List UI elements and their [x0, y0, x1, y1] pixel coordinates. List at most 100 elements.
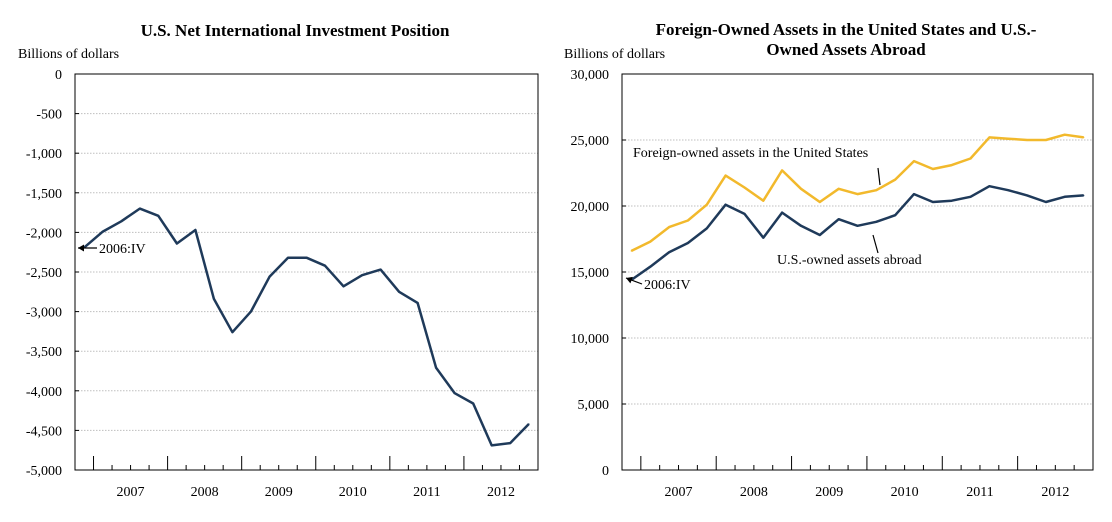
data-point [800, 188, 802, 190]
data-point [361, 274, 363, 276]
y-tick-label: -1,500 [26, 187, 62, 202]
data-point [781, 211, 783, 214]
data-point [1026, 139, 1028, 141]
series-line [83, 207, 530, 447]
y-tick-label: 10,000 [571, 332, 610, 347]
data-point [743, 186, 746, 189]
data-point [875, 221, 878, 223]
data-point [856, 193, 859, 195]
data-point [894, 178, 896, 181]
data-point [139, 207, 141, 210]
data-point [1063, 195, 1066, 198]
x-tick-label: 2009 [265, 485, 293, 500]
data-point [250, 310, 252, 313]
data-point [287, 256, 289, 259]
data-point [724, 174, 727, 177]
data-point [743, 213, 746, 215]
data-point [894, 214, 896, 217]
y-tick-label: -2,500 [26, 266, 62, 281]
data-point [630, 250, 633, 252]
data-point [416, 302, 419, 304]
data-point [435, 367, 437, 369]
data-point [705, 203, 708, 206]
data-point [527, 423, 530, 425]
chart-title: Foreign-Owned Assets in the United State… [655, 20, 1037, 59]
data-point [819, 201, 821, 203]
net-iip-plot: 0 -500 -1,000 -1,500 -2,000 -2,500 -3,000 -3,50… [26, 68, 539, 500]
y-tick-label: 0 [55, 68, 62, 83]
data-point [231, 331, 234, 333]
y-tick-label: -4,500 [26, 424, 62, 439]
x-tick-label: 2012 [487, 485, 515, 500]
x-tick-label: 2007 [665, 485, 693, 500]
y-tick-label: -5,000 [26, 464, 62, 479]
data-point [1007, 137, 1010, 140]
data-point [1063, 133, 1066, 136]
y-tick-label: 30,000 [571, 68, 610, 83]
x-tick-label: 2008 [740, 485, 768, 500]
series-label: Foreign-owned assets in the United State… [633, 146, 868, 161]
data-point [762, 199, 765, 202]
data-point [988, 136, 991, 139]
data-point [932, 201, 934, 203]
y-axis-label: Billions of dollars [18, 47, 120, 62]
x-tick-label: 2010 [891, 485, 919, 500]
y-tick-label: -2,000 [26, 226, 62, 241]
data-point [157, 214, 160, 217]
data-point [472, 402, 474, 405]
series-pointer [872, 234, 879, 254]
data-point [668, 251, 670, 253]
y-tick-label: -1,000 [26, 147, 62, 162]
annotation-label: 2006:IV [99, 242, 146, 257]
y-tick-label: -4,000 [26, 385, 62, 400]
data-point [324, 264, 326, 267]
data-point [1007, 189, 1010, 191]
data-point [856, 225, 859, 227]
data-point [913, 193, 915, 195]
y-tick-label: 0 [602, 464, 609, 479]
y-axis-label: Billions of dollars [564, 47, 666, 62]
plot-frame [74, 73, 539, 471]
net-iip-chart: U.S. Net International Investment Positi… [18, 21, 539, 500]
data-point [305, 256, 308, 259]
data-point [268, 275, 271, 278]
data-point [101, 230, 104, 233]
data-point [705, 227, 708, 230]
y-tick-label: -3,000 [26, 306, 62, 321]
data-point [950, 164, 953, 166]
annotation-arrow-head [626, 276, 633, 284]
data-point [379, 268, 382, 271]
data-point [837, 218, 840, 220]
y-tick-label: 5,000 [578, 398, 610, 413]
annotation-arrow-head [78, 244, 84, 252]
series-label: U.S.-owned assets abroad [777, 253, 922, 268]
x-tick-label: 2011 [966, 485, 993, 500]
y-tick-label: 25,000 [571, 134, 610, 149]
data-point [120, 220, 123, 223]
data-point [988, 185, 991, 187]
x-tick-label: 2011 [413, 485, 440, 500]
data-point [509, 442, 512, 444]
x-tick-label: 2007 [117, 485, 145, 500]
data-point [875, 189, 878, 191]
data-point [176, 242, 178, 245]
data-point [649, 240, 652, 243]
data-point [490, 444, 493, 447]
y-tick-label: -500 [36, 108, 62, 123]
data-point [969, 157, 972, 160]
x-tick-label: 2010 [339, 485, 367, 500]
data-point [913, 160, 915, 162]
data-point [453, 392, 456, 394]
plot-frame [621, 73, 1094, 471]
x-tick-label: 2008 [191, 485, 219, 500]
data-point [1082, 136, 1085, 139]
annotation-label: 2006:IV [644, 278, 691, 293]
x-tick-label: 2012 [1041, 485, 1069, 500]
data-point [819, 234, 821, 236]
data-point [213, 298, 215, 300]
data-point [1082, 194, 1085, 197]
data-point [837, 188, 840, 190]
data-point [800, 225, 802, 227]
assets-chart: Foreign-Owned Assets in the United State… [556, 0, 1112, 522]
data-point [342, 285, 345, 288]
